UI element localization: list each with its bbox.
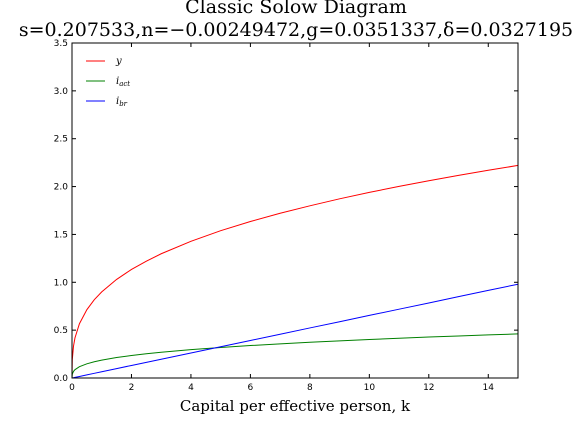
- plot-area: [71, 164, 519, 379]
- y-axis: 0.0 0.5 1.0 1.5 2.0 2.5 3.0 3.5: [54, 39, 518, 384]
- series-line-i-act: [71, 333, 519, 379]
- series-line-i-br: [71, 283, 519, 379]
- y-tick-label: 1.0: [54, 278, 69, 288]
- plot-frame: [71, 42, 519, 379]
- x-tick-label: 12: [423, 383, 434, 393]
- x-tick-label: 0: [69, 383, 75, 393]
- x-axis-label: Capital per effective person, k: [180, 397, 411, 415]
- y-tick-label: 0.5: [54, 326, 68, 336]
- y-tick-label: 3.0: [54, 87, 69, 97]
- x-tick-label: 6: [248, 383, 254, 393]
- x-tick-label: 10: [364, 383, 376, 393]
- series-line-y: [71, 164, 519, 379]
- legend-label-i-act: iact: [116, 76, 130, 88]
- x-tick-label: 2: [129, 383, 135, 393]
- x-axis: 0 2 4 6 8 10 12 14: [69, 43, 494, 393]
- legend-label-y: y: [115, 56, 122, 67]
- y-tick-label: 3.5: [54, 39, 68, 49]
- x-tick-label: 4: [188, 383, 194, 393]
- x-tick-label: 14: [483, 383, 495, 393]
- y-tick-label: 0.0: [54, 374, 69, 384]
- y-tick-label: 2.5: [54, 135, 68, 145]
- y-tick-label: 2.0: [54, 183, 69, 193]
- legend: y iact ibr: [86, 56, 130, 108]
- x-tick-label: 8: [307, 383, 313, 393]
- chart-title: Classic Solow Diagram: [185, 0, 407, 18]
- y-tick-label: 1.5: [54, 230, 68, 240]
- chart-subtitle: s=0.207533,n=−0.00249472,g=0.0351337,δ=0…: [19, 19, 573, 41]
- legend-label-i-br: ibr: [116, 96, 128, 108]
